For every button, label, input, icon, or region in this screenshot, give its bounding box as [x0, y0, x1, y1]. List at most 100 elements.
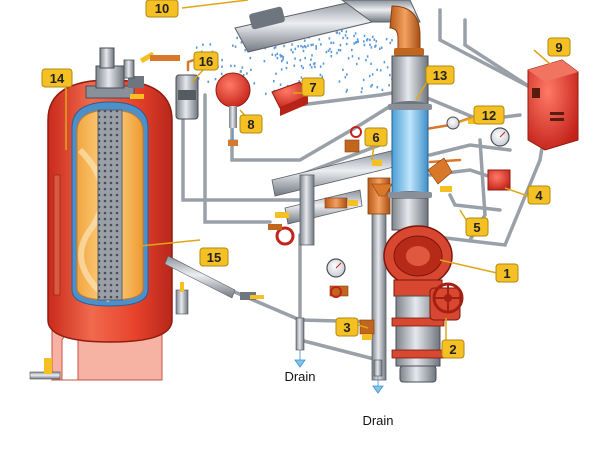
spray-droplet [292, 51, 294, 54]
spray-droplet [276, 56, 279, 60]
spray-droplet [214, 77, 217, 81]
spray-droplet [353, 42, 355, 45]
spray-droplet [202, 43, 204, 46]
tag-15-label: 15 [207, 250, 221, 265]
tag-8: 8 [239, 114, 263, 134]
spray-droplet [207, 80, 210, 83]
callout-tags: 10 14 16 7 8 9 13 6 [41, 0, 571, 359]
spray-droplet [361, 87, 363, 90]
spray-droplet [282, 56, 285, 59]
spray-droplet [366, 38, 369, 41]
spray-droplet [379, 69, 382, 72]
spray-droplet [230, 64, 232, 68]
spray-droplet [357, 40, 359, 43]
spray-droplet [241, 66, 244, 69]
spray-droplet [294, 57, 296, 60]
spray-droplet [263, 60, 266, 63]
spray-droplet [330, 41, 332, 45]
spray-droplet [300, 76, 303, 79]
spray-droplet [310, 58, 312, 61]
spray-droplet [360, 90, 363, 94]
spray-droplet [195, 46, 198, 49]
alarm-control-panel [527, 59, 579, 151]
spray-droplet [328, 37, 331, 40]
spray-droplet [276, 52, 279, 55]
spray-droplet [365, 58, 367, 62]
spray-droplet [280, 68, 283, 71]
spray-droplet [385, 37, 388, 41]
spray-droplet [329, 47, 331, 51]
tag-13: 13 [425, 65, 455, 85]
tag-13-label: 13 [433, 68, 447, 83]
spray-droplet [299, 59, 302, 62]
spray-droplet [318, 38, 321, 41]
alarm-check-valve [383, 225, 453, 383]
spray-droplet [363, 40, 365, 43]
spray-droplet [320, 43, 322, 46]
spray-droplet [297, 45, 299, 48]
spray-droplet [339, 49, 342, 52]
spray-droplet [240, 41, 243, 44]
spray-droplet [338, 32, 341, 35]
pressure-switch-assembly [150, 55, 199, 120]
spray-droplet [281, 59, 283, 63]
spray-droplet [232, 44, 234, 47]
tag-4: 4 [527, 185, 551, 205]
tag-3: 3 [335, 317, 359, 337]
spray-droplet [291, 43, 293, 46]
spray-droplet [314, 62, 316, 65]
tag-6-label: 6 [372, 130, 379, 145]
tag-12: 12 [473, 105, 505, 125]
spray-droplet [346, 73, 348, 76]
spray-droplet [325, 50, 328, 54]
spray-droplet [344, 34, 347, 37]
spray-droplet [294, 47, 297, 51]
spray-droplet [286, 61, 288, 64]
spray-droplet [336, 31, 338, 34]
spray-droplet [244, 49, 246, 52]
spray-droplet [358, 57, 360, 60]
gate-valve-handwheel [429, 282, 464, 321]
spray-droplet [312, 43, 314, 46]
spray-droplet [353, 34, 355, 38]
spray-droplet [321, 75, 324, 78]
tag-10-label: 10 [155, 1, 169, 16]
spray-droplet [332, 41, 335, 44]
spray-droplet [327, 49, 330, 52]
tag-3-label: 3 [343, 320, 350, 335]
spray-droplet [370, 46, 373, 49]
tag-5-label: 5 [473, 220, 480, 235]
main-riser [388, 55, 432, 231]
pressure-gauges [326, 116, 510, 278]
tag-2-label: 2 [449, 342, 456, 357]
spray-droplet [383, 61, 386, 64]
tag-6: 6 [364, 127, 388, 147]
spray-droplet [376, 68, 378, 71]
spray-droplet [302, 49, 305, 53]
spray-droplet [388, 84, 390, 87]
spray-droplet [389, 73, 391, 77]
tag-4-label: 4 [535, 188, 543, 203]
spray-droplet [356, 38, 359, 41]
spray-droplet [209, 43, 212, 46]
spray-droplet [337, 48, 340, 52]
spray-droplet [345, 90, 348, 93]
spray-droplet [347, 57, 350, 60]
spray-droplet [273, 80, 275, 83]
spray-droplet [379, 47, 381, 50]
tag-16: 16 [193, 51, 219, 71]
spray-droplet [302, 66, 304, 70]
spray-droplet [346, 36, 349, 40]
spray-droplet [302, 45, 304, 49]
tag-1-label: 1 [503, 266, 510, 281]
spray-droplet [338, 80, 341, 83]
spray-droplet [274, 54, 277, 57]
spray-droplet [354, 32, 357, 35]
leader-lines [65, 0, 551, 342]
spray-droplet [246, 72, 248, 75]
spray-droplet [310, 43, 312, 47]
spray-droplet [371, 83, 373, 87]
tag-7-label: 7 [309, 80, 316, 95]
spray-droplet [274, 46, 277, 49]
